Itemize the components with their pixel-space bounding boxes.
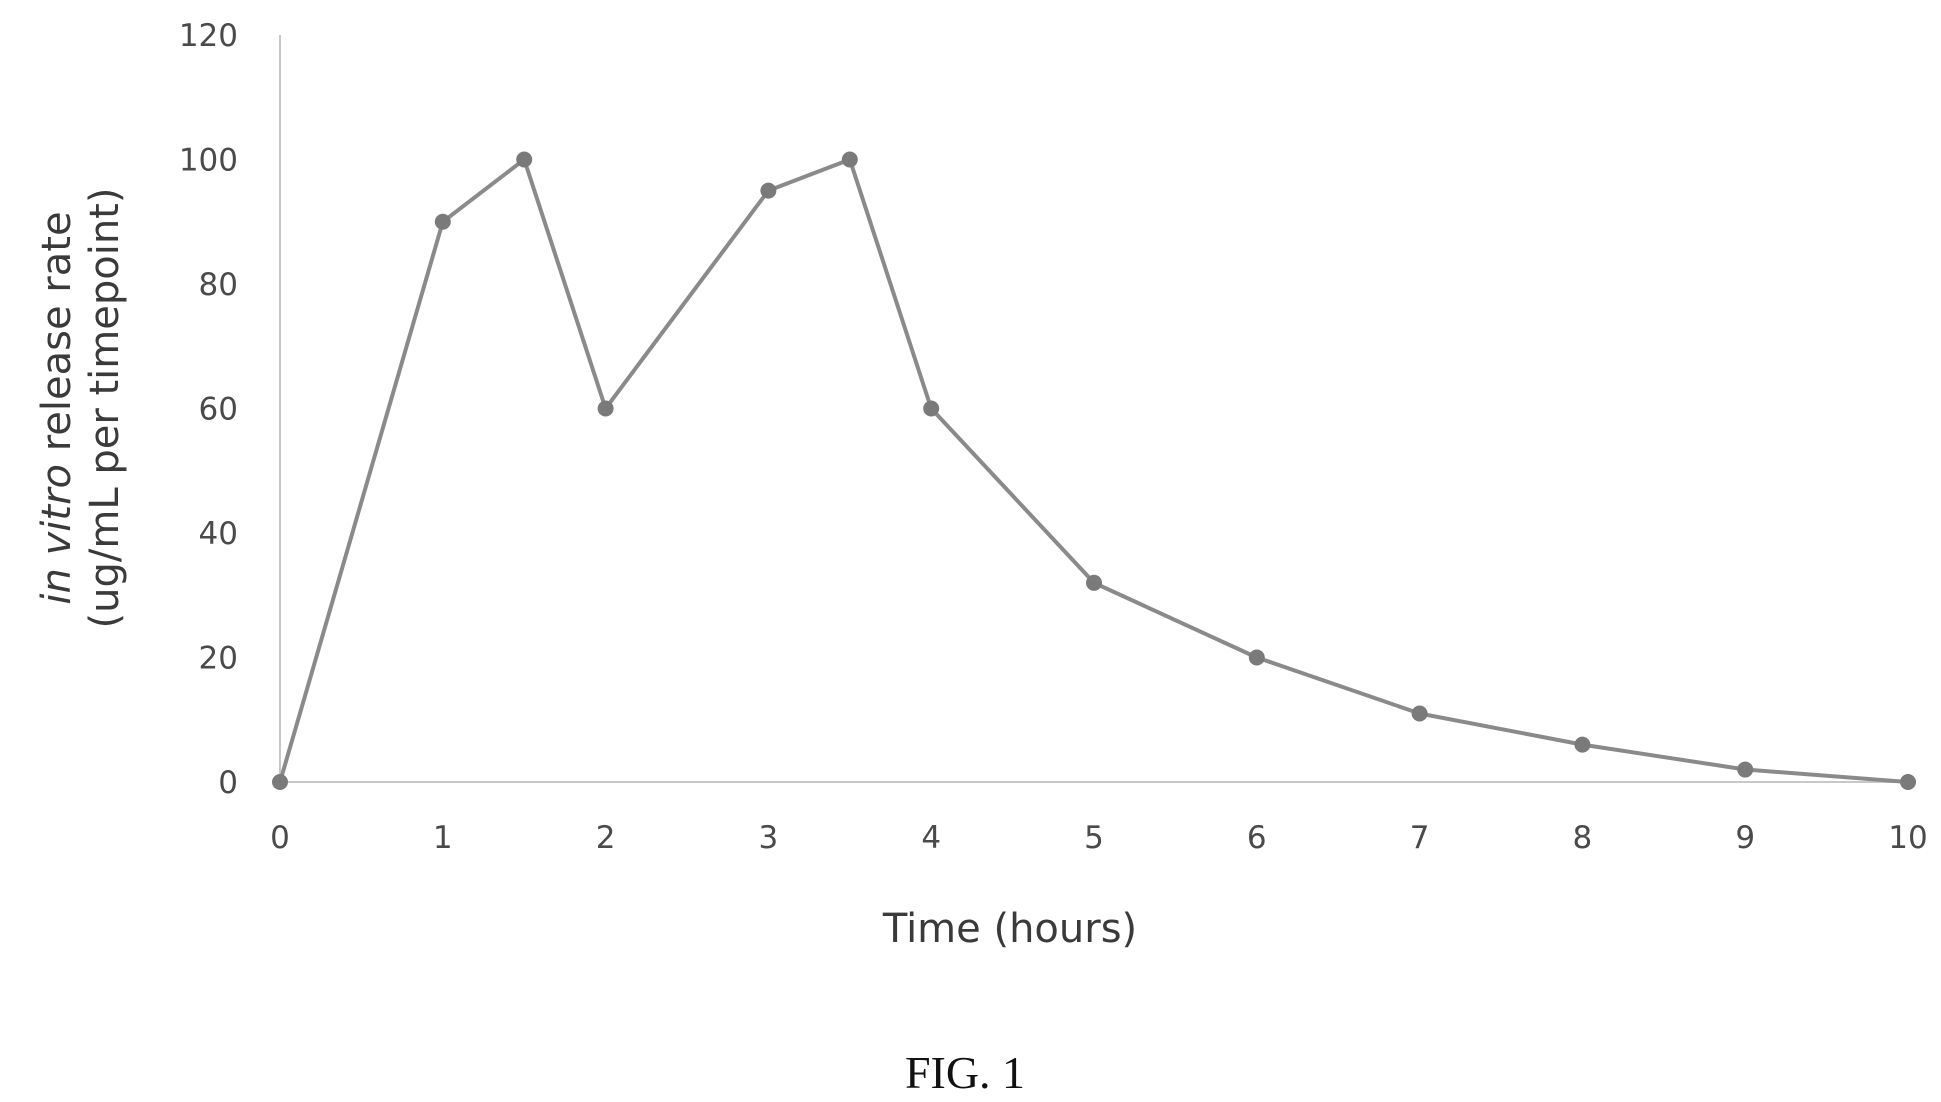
figure-caption: FIG. 1 bbox=[905, 1047, 1025, 1098]
y-tick-label: 20 bbox=[199, 641, 238, 677]
y-tick-label: 100 bbox=[179, 143, 238, 179]
data-point bbox=[516, 151, 533, 168]
y-tick-label: 60 bbox=[199, 392, 238, 428]
x-tick-label: 6 bbox=[1247, 820, 1267, 856]
y-tick-label: 0 bbox=[218, 765, 238, 801]
x-tick-label: 1 bbox=[433, 820, 453, 856]
data-point bbox=[923, 400, 940, 417]
data-point bbox=[597, 400, 614, 417]
data-point bbox=[841, 151, 858, 168]
data-point bbox=[1574, 736, 1591, 753]
x-tick-labels: 0 1 2 3 4 5 6 7 8 9 10 bbox=[270, 820, 1928, 856]
y-axis-title-italic: in vitro bbox=[34, 464, 80, 605]
x-tick-label: 8 bbox=[1573, 820, 1593, 856]
y-axis-title-line1: in vitro release rate bbox=[34, 211, 80, 604]
x-tick-label: 9 bbox=[1735, 820, 1755, 856]
x-tick-label: 2 bbox=[596, 820, 616, 856]
y-axis-title-line2: (ug/mL per timepoint) bbox=[82, 188, 128, 629]
y-tick-label: 40 bbox=[199, 516, 238, 552]
x-axis-title: Time (hours) bbox=[882, 906, 1137, 952]
data-point bbox=[1248, 649, 1265, 666]
series-line bbox=[278, 157, 1909, 784]
x-tick-label: 7 bbox=[1410, 820, 1430, 856]
y-axis-title-rest: release rate bbox=[34, 211, 80, 464]
x-tick-label: 4 bbox=[921, 820, 941, 856]
y-tick-label: 120 bbox=[179, 18, 238, 54]
x-tick-label: 3 bbox=[759, 820, 779, 856]
y-tick-labels: 0 20 40 60 80 100 120 bbox=[179, 18, 238, 801]
data-point bbox=[760, 182, 777, 199]
y-tick-label: 80 bbox=[199, 267, 238, 303]
x-tick-label: 5 bbox=[1084, 820, 1104, 856]
x-tick-label: 0 bbox=[270, 820, 290, 856]
data-point bbox=[1086, 574, 1102, 591]
x-tick-label: 10 bbox=[1888, 820, 1927, 856]
data-point bbox=[1411, 705, 1428, 722]
data-point bbox=[1737, 761, 1754, 778]
series-group bbox=[272, 151, 1916, 790]
data-point bbox=[434, 213, 451, 230]
data-point bbox=[1900, 774, 1916, 790]
data-point bbox=[272, 774, 288, 790]
axes bbox=[279, 35, 1908, 783]
